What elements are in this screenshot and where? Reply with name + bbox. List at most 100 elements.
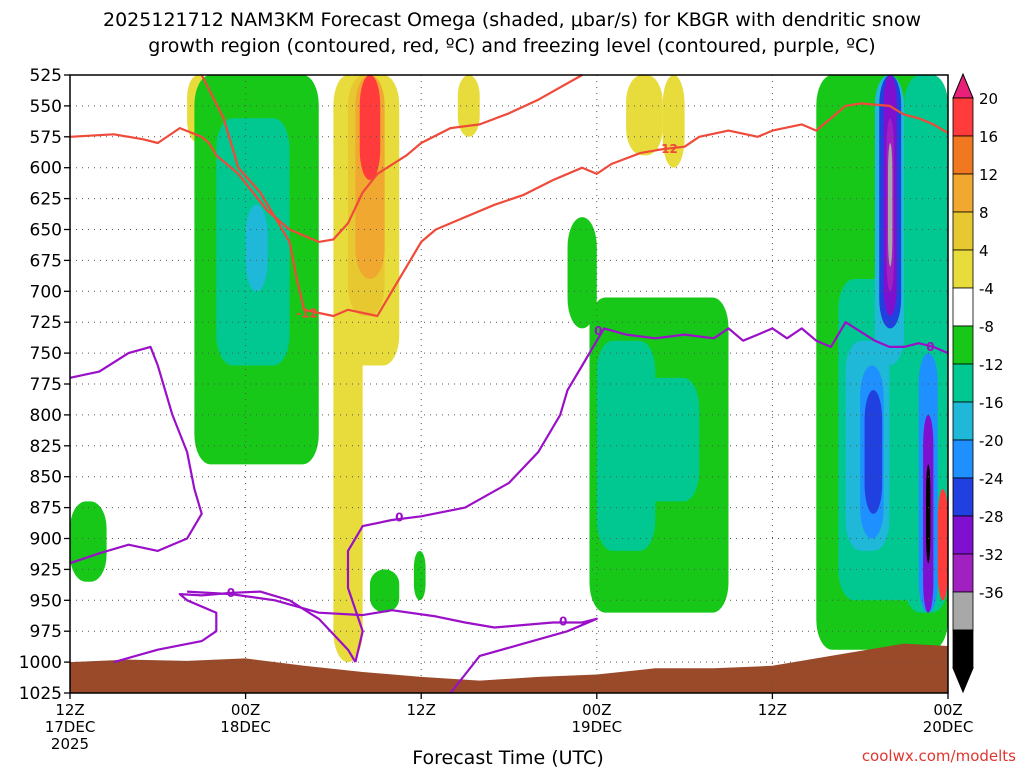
colorbar: 20 16 12 8 4 -4 -8 -12 -16 -20 -24 -28 -32 -36 [952, 72, 1004, 694]
colorbar-label-2: 12 [979, 166, 998, 184]
colorbar-label-4: 4 [979, 242, 989, 260]
freezing-label-e: 0 [926, 340, 934, 354]
colorbar-label-8: -16 [979, 394, 1004, 412]
colorbar-label-6: -8 [979, 318, 994, 336]
colorbar-swatch-13 [952, 591, 974, 631]
dgz-label-b: -12 [296, 307, 318, 321]
colorbar-swatch-9 [952, 439, 974, 479]
colorbar-swatch-7 [952, 363, 974, 403]
y-tick-label-575: 575 [30, 128, 62, 148]
omega-region-33 [413, 550, 426, 601]
freezing-label-d: 0 [559, 614, 567, 628]
x-tick-label-60-0: 00Z [933, 701, 962, 719]
y-tick-label-925: 925 [30, 560, 62, 580]
x-tick-label-12-0: 00Z [231, 701, 260, 719]
colorbar-label-7: -12 [979, 356, 1004, 374]
colorbar-swatch-1 [952, 135, 974, 175]
freezing-label-a: 0 [594, 324, 602, 338]
colorbar-label-10: -24 [979, 470, 1004, 488]
y-tick-label-950: 950 [30, 591, 62, 611]
y-tick-label-800: 800 [30, 406, 62, 426]
y-tick-label-775: 775 [30, 375, 62, 395]
colorbar-label-12: -32 [979, 546, 1004, 564]
omega-region-30 [926, 464, 931, 564]
freezing-label-c: 0 [227, 586, 235, 600]
x-axis-label: Forecast Time (UTC) [412, 747, 603, 768]
omega-region-16 [70, 501, 107, 582]
chart-title-line2: growth region (contoured, red, ºC) and f… [148, 35, 875, 57]
y-tick-label-600: 600 [30, 159, 62, 179]
y-tick-label-850: 850 [30, 468, 62, 488]
colorbar-label-3: 8 [979, 204, 989, 222]
y-tick-label-550: 550 [30, 97, 62, 117]
x-tick-label-36-1: 19DEC [572, 718, 623, 736]
colorbar-swatch-2 [952, 173, 974, 213]
y-tick-label-675: 675 [30, 251, 62, 271]
axes: 525 550 575 600 625 650 675 700 725 750 775 800 825 8… [19, 66, 974, 753]
y-tick-label-900: 900 [30, 530, 62, 550]
omega-region-11 [640, 377, 700, 502]
y-tick-label-875: 875 [30, 499, 62, 519]
y-tick-label-700: 700 [30, 282, 62, 302]
y-tick-label-1025: 1025 [19, 684, 62, 704]
y-tick-label-625: 625 [30, 190, 62, 210]
freezing-contour-4 [187, 590, 598, 694]
omega-region-31 [937, 489, 948, 601]
colorbar-swatch-4 [952, 249, 974, 289]
colorbar-swatch-12 [952, 553, 974, 593]
x-tick-label-0-1: 17DEC [45, 718, 96, 736]
omega-region-32 [369, 569, 400, 613]
chart-title-line1: 2025121712 NAM3KM Forecast Omega (shaded… [103, 9, 921, 31]
colorbar-label-11: -28 [979, 508, 1004, 526]
colorbar-bottom-arrow [952, 667, 974, 694]
omega-region-15 [567, 217, 597, 329]
freezing-contour-1 [69, 345, 203, 565]
x-tick-label-12-1: 18DEC [220, 718, 271, 736]
colorbar-label-9: -20 [979, 432, 1004, 450]
omega-shading [70, 75, 948, 663]
colorbar-swatch-11 [952, 515, 974, 555]
x-tick-label-48-0: 12Z [758, 701, 787, 719]
freezing-contour-3 [346, 321, 949, 663]
omega-region-12 [457, 75, 480, 137]
x-tick-label-0-2: 2025 [51, 735, 89, 753]
colorbar-label-5: -4 [979, 280, 994, 298]
colorbar-swatch-10 [952, 477, 974, 517]
colorbar-label-13: -36 [979, 584, 1004, 602]
y-tick-label-1000: 1000 [19, 653, 62, 673]
colorbar-swatch-5 [952, 287, 974, 327]
colorbar-swatch-8 [952, 401, 974, 441]
dgz-label-a: -12 [656, 142, 678, 156]
y-tick-label-525: 525 [30, 66, 62, 86]
colorbar-swatch-3 [952, 211, 974, 251]
colorbar-label-1: 16 [979, 128, 998, 146]
y-tick-label-975: 975 [30, 622, 62, 642]
freezing-contour-2 [113, 590, 357, 664]
colorbar-top-arrow [952, 72, 974, 99]
colorbar-label-0: 20 [979, 90, 998, 108]
colorbar-swatch-0 [952, 97, 974, 137]
y-tick-label-825: 825 [30, 437, 62, 457]
omega-region-14 [662, 75, 685, 168]
x-tick-label-0-0: 12Z [55, 701, 84, 719]
omega-region-8 [359, 75, 381, 181]
dgz-contour-2 [200, 74, 949, 318]
colorbar-swatch-6 [952, 325, 974, 365]
x-tick-label-36-0: 00Z [582, 701, 611, 719]
y-tick-label-750: 750 [30, 344, 62, 364]
x-tick-label-24-0: 12Z [407, 701, 436, 719]
dgz-contour-1 [69, 74, 583, 243]
x-tick-label-60-1: 20DEC [923, 718, 974, 736]
terrain-polygon [70, 643, 948, 693]
freezing-label-b: 0 [395, 510, 403, 524]
colorbar-swatch-14 [952, 629, 974, 669]
contours: -12 -12 0 0 0 0 0 [69, 74, 949, 694]
terrain-fill [70, 643, 948, 693]
omega-region-26 [888, 142, 893, 267]
credit-text: coolwx.com/modelts [862, 747, 1016, 765]
omega-region-13 [626, 75, 663, 156]
omega-region-10 [596, 340, 656, 551]
y-tick-label-650: 650 [30, 221, 62, 241]
